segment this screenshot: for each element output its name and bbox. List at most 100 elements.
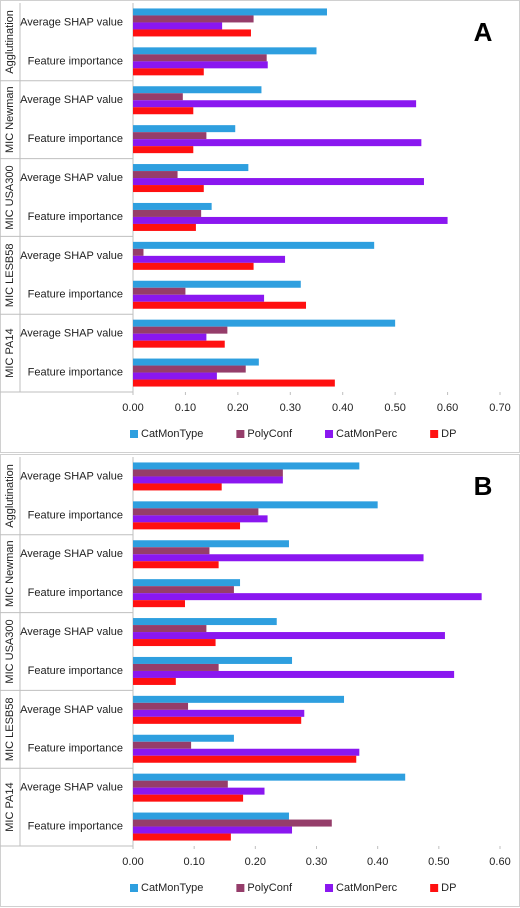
x-tick-label: 0.20 xyxy=(227,402,248,414)
category-label: Average SHAP value xyxy=(20,172,123,184)
bar xyxy=(133,586,234,594)
x-tick-label: 0.60 xyxy=(437,402,458,414)
legend-label: CatMonPerc xyxy=(336,882,398,894)
group-label: MIC USA300 xyxy=(4,165,16,229)
bar xyxy=(133,171,178,179)
x-tick-label: 0.00 xyxy=(122,856,143,868)
bar xyxy=(133,632,445,640)
legend-label: CatMonType xyxy=(141,428,203,440)
legend-swatch xyxy=(430,884,439,892)
group-label: MIC PA14 xyxy=(4,782,16,831)
bar xyxy=(133,139,422,147)
legend-label: DP xyxy=(441,882,456,894)
bar xyxy=(133,125,236,133)
bar xyxy=(133,476,283,484)
bar xyxy=(133,734,234,742)
bar xyxy=(133,702,189,710)
bar xyxy=(133,280,301,288)
category-label: Feature importance xyxy=(28,366,123,378)
bar xyxy=(133,241,375,249)
group-label: MIC Newman xyxy=(4,86,16,153)
category-label: Average SHAP value xyxy=(20,626,123,638)
bar xyxy=(133,185,204,193)
bar xyxy=(133,826,293,834)
bar xyxy=(133,833,231,841)
bar xyxy=(133,593,482,601)
bar xyxy=(133,741,192,749)
group-label: Agglutination xyxy=(4,464,16,528)
category-label: Feature importance xyxy=(28,289,123,301)
bar xyxy=(133,15,254,23)
bar xyxy=(133,501,378,509)
bar xyxy=(133,365,246,373)
category-label: Average SHAP value xyxy=(20,548,123,560)
bar xyxy=(133,787,265,795)
legend-swatch xyxy=(236,884,245,892)
category-label: Average SHAP value xyxy=(20,704,123,716)
bar xyxy=(133,93,183,101)
bar xyxy=(133,202,212,210)
x-tick-label: 0.10 xyxy=(175,402,196,414)
chart: Agglutination MIC Newman MIC USA300 MIC LES… xyxy=(0,454,520,907)
legend-swatch xyxy=(325,430,334,438)
x-tick-label: 0.20 xyxy=(245,856,266,868)
bar xyxy=(133,794,244,802)
bar xyxy=(133,547,210,555)
bar xyxy=(133,748,360,756)
bar xyxy=(133,670,455,678)
category-label: Feature importance xyxy=(28,665,123,677)
x-tick-label: 0.50 xyxy=(428,856,449,868)
category-label: Feature importance xyxy=(28,509,123,521)
category-label: Feature importance xyxy=(28,820,123,832)
panel-label: B xyxy=(474,471,493,501)
category-label: Average SHAP value xyxy=(20,328,123,340)
bar xyxy=(133,462,360,470)
bar xyxy=(133,223,196,231)
bar xyxy=(133,515,268,523)
bar xyxy=(133,508,259,516)
legend-label: CatMonType xyxy=(141,882,203,894)
bar xyxy=(133,812,289,820)
bar xyxy=(133,554,424,562)
bar xyxy=(133,579,241,587)
legend-swatch xyxy=(130,430,138,438)
legend-swatch xyxy=(130,884,138,892)
bar xyxy=(133,379,335,387)
category-label: Average SHAP value xyxy=(20,250,123,262)
bar xyxy=(133,262,254,270)
bar xyxy=(133,100,417,108)
bar xyxy=(133,540,289,548)
bar xyxy=(133,469,283,477)
x-tick-label: 0.30 xyxy=(280,402,301,414)
category-label: Average SHAP value xyxy=(20,782,123,794)
legend-label: PolyConf xyxy=(247,882,293,894)
bar xyxy=(133,107,194,115)
bar xyxy=(133,819,332,827)
bar xyxy=(133,663,219,671)
category-label: Feature importance xyxy=(28,211,123,223)
legend-label: CatMonPerc xyxy=(336,428,398,440)
bar xyxy=(133,716,302,724)
bar xyxy=(133,29,251,37)
group-label: Agglutination xyxy=(4,10,16,74)
bar xyxy=(133,47,317,55)
bar xyxy=(133,561,219,569)
bar xyxy=(133,132,207,140)
bar xyxy=(133,372,217,380)
bar xyxy=(133,164,249,172)
bar xyxy=(133,709,305,717)
bar xyxy=(133,209,202,217)
category-label: Average SHAP value xyxy=(20,470,123,482)
x-tick-label: 0.10 xyxy=(183,856,204,868)
bar xyxy=(133,54,267,62)
x-tick-label: 0.40 xyxy=(332,402,353,414)
category-label: Feature importance xyxy=(28,743,123,755)
group-label: MIC USA300 xyxy=(4,619,16,683)
bar xyxy=(133,780,228,788)
bar xyxy=(133,287,186,295)
bar xyxy=(133,255,286,263)
bar xyxy=(133,319,396,327)
bar xyxy=(133,625,207,633)
category-label: Feature importance xyxy=(28,55,123,67)
